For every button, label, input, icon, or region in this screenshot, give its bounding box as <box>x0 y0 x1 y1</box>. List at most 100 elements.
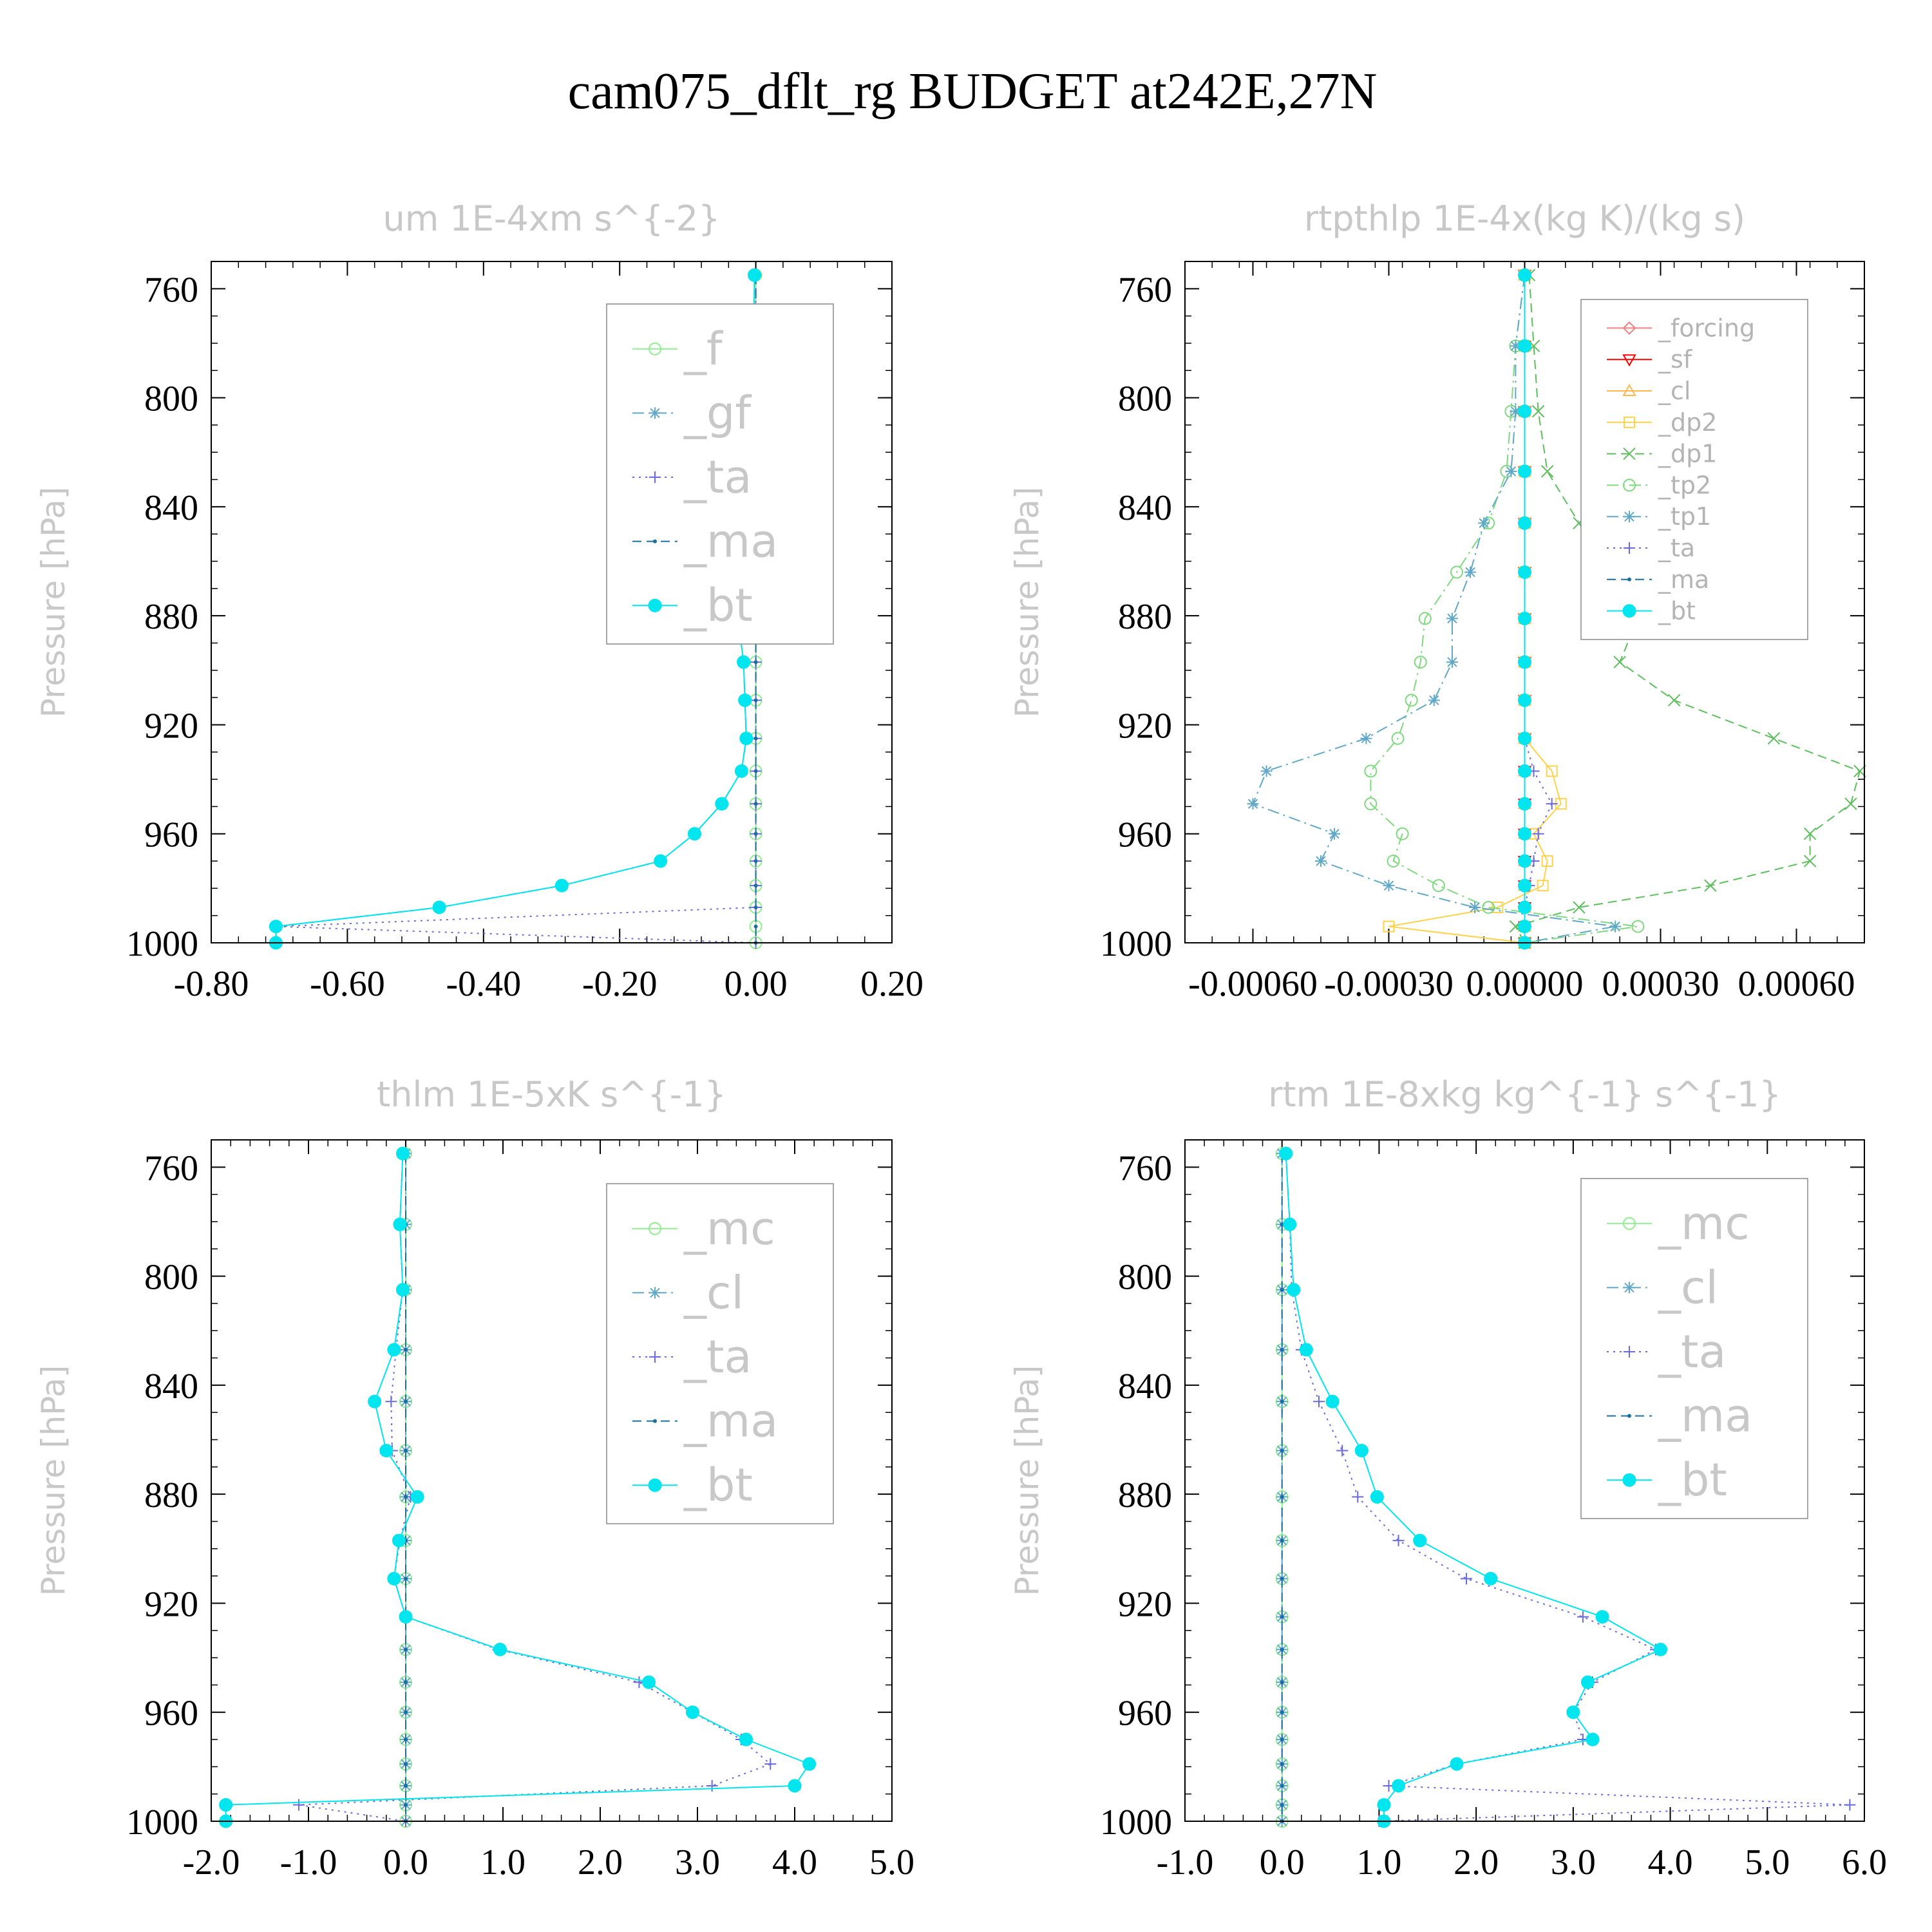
legend-label: _cl <box>683 1266 744 1319</box>
series-line <box>1252 275 1616 943</box>
legend-item: _tp1 <box>1607 502 1711 531</box>
data-point <box>404 1448 408 1453</box>
data-point <box>747 268 761 282</box>
legend-label: _ma <box>1658 1390 1752 1443</box>
data-point <box>1518 764 1531 778</box>
legend-box <box>606 1183 834 1524</box>
x-tick-label: 0.00060 <box>1738 964 1855 1004</box>
legend-label: _mc <box>1658 1197 1750 1250</box>
data-point <box>1518 565 1531 579</box>
data-point <box>1518 732 1531 746</box>
legend-item: _cl <box>1607 1261 1718 1314</box>
data-point <box>1414 656 1427 669</box>
x-tick-label: 6.0 <box>1842 1842 1887 1882</box>
data-point <box>1573 901 1586 914</box>
legend-item: _gf <box>632 386 752 439</box>
data-point <box>1446 612 1458 625</box>
legend-marker <box>1624 416 1635 428</box>
data-point <box>1413 1533 1427 1548</box>
data-point <box>1461 1573 1473 1585</box>
data-point <box>1531 405 1545 418</box>
legend-marker <box>1622 321 1636 335</box>
data-point <box>1280 1803 1284 1807</box>
data-point <box>387 1343 401 1357</box>
legend-item: _bt <box>632 579 753 632</box>
plot-frame <box>1184 261 1865 943</box>
panel-rtpthlp: rtpthlp 1E-4x(kg K)/(kg s) Pressure [hPa]… <box>1009 198 1866 1004</box>
data-point <box>1803 855 1817 867</box>
data-point <box>1360 732 1372 744</box>
data-point <box>1518 339 1531 353</box>
legend-marker <box>649 1287 661 1299</box>
data-point <box>1280 1680 1284 1685</box>
x-tick-label: 2.0 <box>1454 1842 1499 1882</box>
data-point <box>1469 901 1481 913</box>
data-point <box>1377 1798 1391 1812</box>
data-point <box>739 1732 753 1747</box>
legend-marker <box>649 407 661 419</box>
data-point <box>1482 900 1495 914</box>
data-point <box>654 854 668 868</box>
legend-item: _ta <box>1607 1325 1726 1378</box>
legend-marker <box>1627 577 1631 582</box>
legend-label: _f <box>683 323 723 375</box>
y-tick-label: 800 <box>1118 1258 1172 1298</box>
data-point <box>1280 1287 1284 1292</box>
y-tick-label: 960 <box>144 815 198 855</box>
legend-marker <box>653 539 657 544</box>
x-tick-label: 4.0 <box>1648 1842 1693 1882</box>
data-point <box>1518 464 1531 478</box>
y-tick-label: 960 <box>144 1694 198 1734</box>
legend: _f _gf _ta _ma _bt <box>606 303 834 645</box>
data-point <box>1383 920 1395 933</box>
data-point <box>1505 465 1517 477</box>
legend-marker <box>1622 383 1636 396</box>
legend-item: _tp2 <box>1607 471 1711 499</box>
data-point <box>1364 764 1378 778</box>
series-bt <box>1279 1146 1667 1828</box>
series-group <box>269 268 762 950</box>
y-tick-label: 880 <box>144 597 198 637</box>
data-point <box>1546 765 1558 777</box>
data-point <box>1336 1444 1349 1457</box>
x-tick-label: -1.0 <box>1157 1842 1214 1882</box>
y-tick-label: 800 <box>144 1258 198 1298</box>
legend-label: _ta <box>683 1331 752 1383</box>
data-point <box>399 1610 413 1624</box>
panel-um: um 1E-4xm s^{-2} Pressure [hPa] -0.80 -0.60… <box>35 198 923 1004</box>
data-point <box>1586 1732 1600 1747</box>
y-axis-label: Pressure [hPa] <box>1009 487 1046 718</box>
data-point <box>1518 797 1531 811</box>
data-point <box>1704 879 1717 892</box>
y-tick-label: 880 <box>144 1475 198 1515</box>
data-point <box>404 1347 408 1352</box>
series-bt <box>219 1146 817 1828</box>
panel-rtm: rtm 1E-8xkg kg^{-1} s^{-1} Pressure [hPa]… <box>1009 1074 1887 1882</box>
x-tick-label: 0.00 <box>724 964 788 1004</box>
x-tick-label: 0.20 <box>860 964 923 1004</box>
x-tick-label: -0.00030 <box>1324 964 1454 1004</box>
data-point <box>1299 1343 1313 1357</box>
data-point <box>1518 611 1531 625</box>
data-point <box>404 1803 408 1807</box>
legend-item: _sf <box>1607 345 1693 374</box>
data-point <box>1428 694 1440 706</box>
series-group <box>1275 1146 1856 1828</box>
data-point <box>1844 1799 1856 1811</box>
legend-box <box>606 303 834 645</box>
legend-label: _cl <box>1658 377 1690 405</box>
y-tick-label: 800 <box>144 379 198 419</box>
data-point <box>1609 920 1622 933</box>
x-tick-label: 1.0 <box>1356 1842 1401 1882</box>
data-point <box>1280 1539 1284 1543</box>
data-point <box>387 1571 401 1586</box>
legend-box <box>1580 1178 1808 1519</box>
data-point <box>1566 1705 1580 1719</box>
x-tick-label: -0.40 <box>446 964 521 1004</box>
legend-label: _ta <box>1658 1325 1726 1378</box>
series-line <box>1514 275 1861 943</box>
legend-marker <box>1622 1473 1636 1487</box>
data-point <box>737 655 751 669</box>
legend-label: _ma <box>1658 565 1709 594</box>
data-point <box>1325 1394 1340 1408</box>
